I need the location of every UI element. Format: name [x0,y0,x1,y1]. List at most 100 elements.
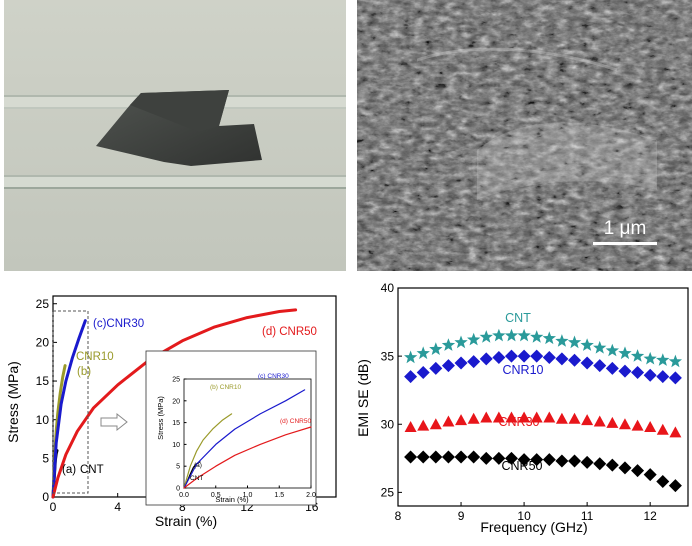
emi-point-cnr30 [568,412,581,424]
emi-point-cnr30 [480,411,493,423]
emi-x-axis-label: Frequency (GHz) [480,519,587,535]
emi-point-cnt [441,338,456,351]
inset-y-tick-label: 20 [172,398,180,405]
emi-point-cnt [605,343,619,357]
emi-point-cnr50 [631,464,645,478]
emi-point-cnr10 [504,349,518,363]
emi-point-cnt [542,331,556,345]
emi-point-cnr10 [492,350,506,364]
emi-point-cnr50 [555,454,569,468]
emi-point-cnr10 [429,361,443,375]
inset-y-tick-label: 0 [176,485,180,492]
emi-point-cnr30 [669,426,682,438]
emi-point-cnr10 [555,352,569,366]
emi-point-cnt [404,350,418,364]
emi-point-cnr10 [668,371,682,385]
emi-point-cnr50 [467,450,481,464]
emi-point-cnr30 [518,411,531,423]
sem-micrograph: 1 μm [357,0,692,271]
emi-point-cnr30 [492,411,505,423]
stress-x-tick-label: 8 [179,500,186,514]
inset-label-a: (a) [194,462,202,469]
stress-y-axis-label: Stress (MPa) [5,361,21,443]
emi-point-cnr10 [454,356,468,370]
emi-point-cnr30 [593,415,606,427]
emi-point-cnt [454,335,468,349]
emi-point-cnr50 [643,468,657,482]
inset-y-tick-label: 10 [172,442,180,449]
emi-axes: 8 9 10 11 12 25 30 35 40 [381,281,689,523]
stress-inset: 0.0 0.5 1.0 1.5 2.0 0 5 10 15 20 25 CNT (a) (b) CN… [145,350,317,506]
inset-y-tick-label: 15 [172,420,180,427]
inset-x-tick-label: 0.0 [179,492,189,499]
label-cnr50: (d) CNR50 [262,326,317,338]
inset-label-cnr10: (b) CNR10 [210,384,241,391]
emi-y-tick-label: 40 [381,281,395,295]
emi-point-cnt [479,330,493,343]
stress-y-tick-label: 15 [36,374,50,388]
emi-x-tick-label: 10 [517,509,531,523]
emi-point-cnr50 [542,453,556,467]
stress-y-tick-label: 5 [42,452,49,466]
emi-point-cnr10 [479,352,493,366]
emi-point-cnt [555,334,569,347]
emi-y-tick-label: 30 [381,417,395,431]
zoom-region-box [52,310,89,494]
emi-y-tick-label: 35 [381,349,395,363]
emi-point-cnt [504,328,519,342]
emi-point-cnr10 [568,353,582,367]
emi-point-cnr30 [618,418,631,430]
emi-point-cnr50 [668,479,682,493]
emi-point-cnr50 [441,450,455,464]
emi-point-cnt [593,340,607,354]
emi-point-cnt [492,328,506,342]
inset-y-tick-label: 25 [172,376,180,383]
emi-point-cnr50 [568,454,582,468]
scale-bar-label: 1 μm [604,218,647,239]
inset-x-tick-label: 1.5 [274,492,284,499]
emi-point-cnr50 [504,451,518,465]
inset-arrow-icon [100,412,128,432]
stress-y-tick-label: 10 [36,413,50,427]
emi-point-cnr10 [618,364,632,378]
stress-y-tick-label: 0 [42,490,49,504]
emi-point-cnt [429,342,443,355]
emi-point-cnr30 [555,412,568,424]
emi-point-cnt [618,346,632,360]
emi-point-cnr30 [505,411,518,423]
emi-y-axis-label: EMI SE (dB) [355,359,371,437]
emi-point-cnr50 [404,450,418,464]
film-photograph [4,0,346,271]
emi-point-cnr30 [404,420,417,432]
legend-cnr50: CNR50 [502,459,543,473]
emi-x-tick-label: 12 [643,509,657,523]
sem-image: 1 μm [357,0,692,271]
label-cnr30: (c)CNR30 [93,318,144,330]
emi-plot-frame [397,287,689,507]
stress-x-tick-label: 4 [114,500,121,514]
emi-point-cnr10 [631,365,645,379]
legend-cnr30: CNR30 [499,415,540,429]
emi-point-cnr50 [530,453,544,467]
emi-point-cnr50 [517,453,531,467]
film-photo-image [4,0,346,271]
inset-x-axis-label: Strain (%) [215,495,249,504]
emi-point-cnr50 [429,450,443,464]
emi-point-cnt [567,335,582,349]
emi-point-cnr10 [416,365,430,379]
emi-point-cnt [467,332,481,346]
emi-point-cnr30 [656,423,669,435]
scale-bar [593,242,657,245]
emi-point-cnr30 [530,411,543,423]
emi-x-tick-label: 9 [458,509,465,523]
stress-y-tick-label: 25 [36,297,50,311]
emi-point-cnr10 [593,359,607,373]
emi-point-cnr10 [517,349,531,363]
emi-x-tick-label: 11 [581,509,594,523]
emi-point-cnt [580,338,594,351]
inset-label-cnr50: (d) CNR50 [280,418,311,425]
stress-x-tick-label: 0 [50,500,57,514]
emi-point-cnr50 [618,461,632,475]
emi-point-cnt [517,328,531,342]
emi-point-cnt [643,351,657,365]
